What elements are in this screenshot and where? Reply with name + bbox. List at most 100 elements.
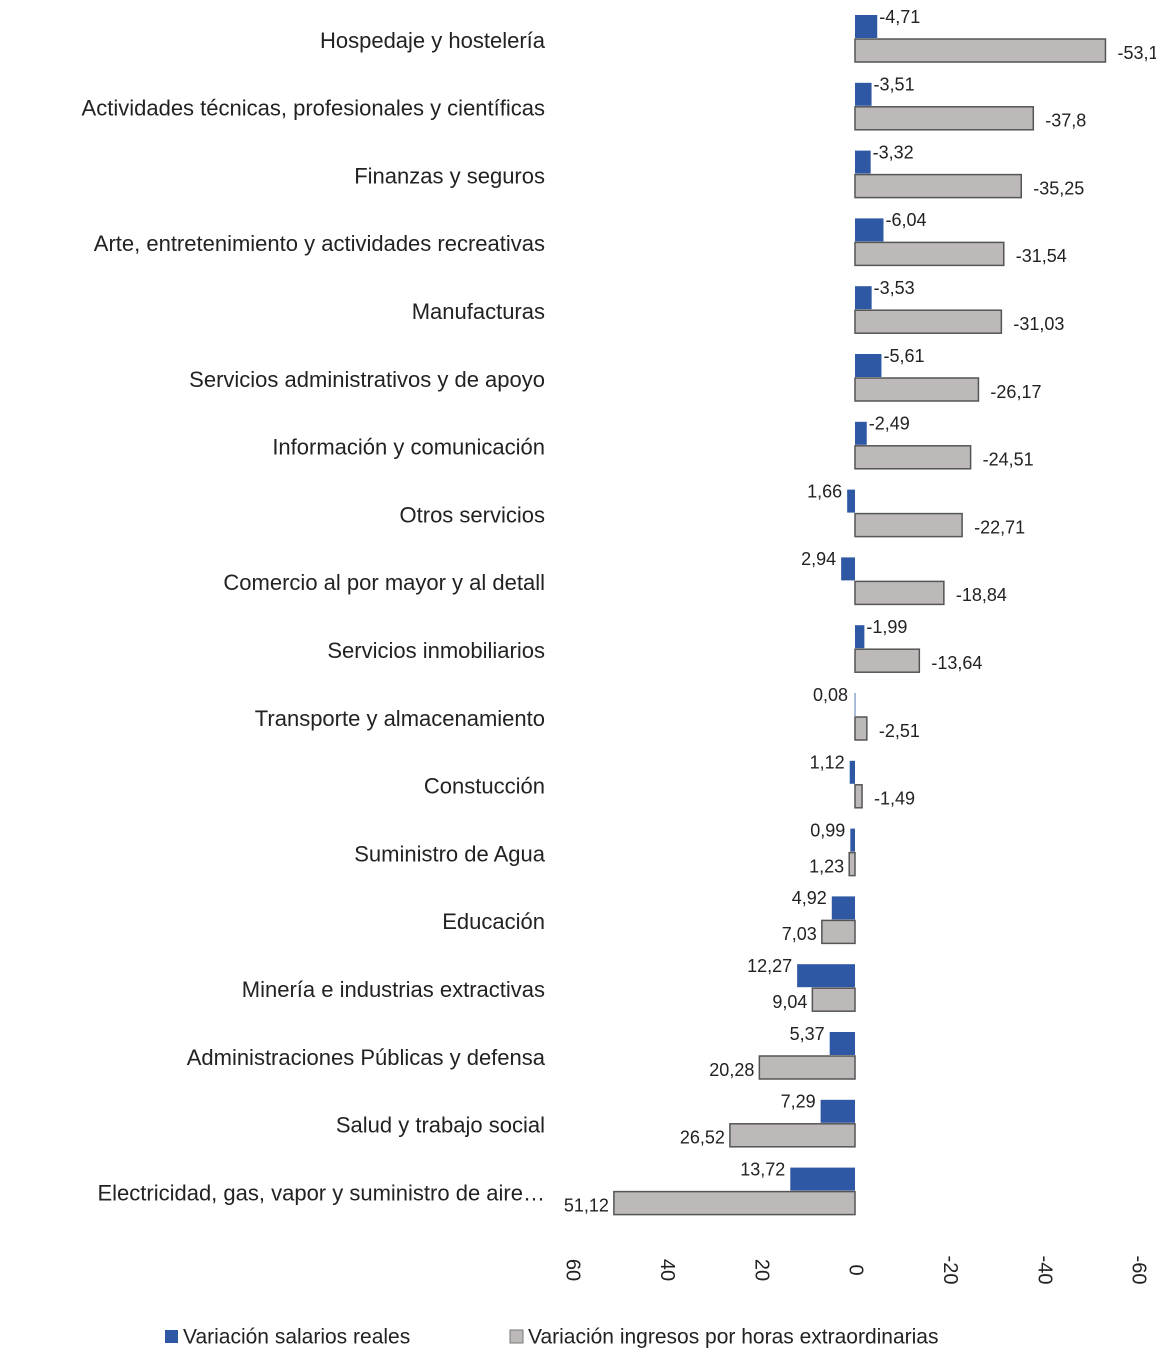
- bar: [854, 173, 1023, 199]
- bar: [831, 896, 855, 920]
- bar: [855, 150, 871, 174]
- bar: [855, 15, 878, 38]
- data-label: -24,51: [983, 450, 1034, 470]
- bar: [729, 1123, 856, 1148]
- bar: [821, 919, 856, 945]
- category-label: Electricidad, gas, vapor y suministro de…: [97, 1180, 545, 1205]
- bar: [790, 1167, 855, 1191]
- legend-swatch: [509, 1329, 524, 1344]
- data-label: -37,8: [1045, 111, 1086, 131]
- data-label: 20,28: [709, 1060, 754, 1080]
- category-label: Constucción: [424, 774, 545, 799]
- x-tick-label: -20: [939, 1256, 961, 1285]
- legend-label: Variación salarios reales: [183, 1326, 410, 1349]
- data-label: -35,25: [1033, 178, 1084, 198]
- data-label: -4,71: [879, 7, 920, 27]
- data-label: 4,92: [792, 888, 827, 908]
- category-label: Otros servicios: [400, 502, 545, 527]
- data-label: -31,54: [1016, 246, 1067, 266]
- bar: [848, 851, 856, 877]
- category-label: Finanzas y seguros: [354, 163, 545, 188]
- x-tick-label: 40: [656, 1259, 678, 1281]
- bar: [613, 1190, 856, 1216]
- data-label: -2,51: [879, 721, 920, 741]
- category-label: Hospedaje y hostelería: [320, 28, 546, 53]
- category-label: Suministro de Agua: [354, 841, 546, 866]
- bar: [855, 354, 882, 377]
- bar: [855, 218, 884, 242]
- x-tick-label: 60: [562, 1259, 584, 1281]
- data-label: 1,23: [809, 856, 844, 876]
- category-label: Educación: [442, 909, 545, 934]
- data-label: -1,99: [866, 617, 907, 637]
- bar: [854, 377, 980, 402]
- bar: [854, 580, 945, 606]
- bar: [854, 241, 1005, 267]
- data-label: 0,08: [813, 685, 848, 705]
- data-label: -13,64: [931, 653, 982, 673]
- category-label: Administraciones Públicas y defensa: [187, 1045, 546, 1070]
- category-label: Actividades técnicas, profesionales y ci…: [82, 96, 545, 121]
- data-label: -5,61: [883, 346, 924, 366]
- bar: [850, 828, 855, 852]
- data-label: -3,53: [874, 278, 915, 298]
- bar: [811, 987, 856, 1012]
- data-label: -26,17: [990, 382, 1041, 402]
- category-label: Salud y trabajo social: [336, 1113, 545, 1138]
- data-label: -1,49: [874, 789, 915, 809]
- data-label: -18,84: [956, 585, 1007, 605]
- data-label: 1,12: [810, 753, 845, 773]
- bar: [855, 421, 867, 445]
- data-label: 12,27: [747, 956, 792, 976]
- data-label: -22,71: [974, 517, 1025, 537]
- bar: [854, 38, 1107, 63]
- data-label: -53,1: [1117, 43, 1156, 63]
- category-label: Información y comunicación: [272, 435, 545, 460]
- category-label: Servicios inmobiliarios: [327, 638, 545, 663]
- data-label: 7,03: [782, 924, 817, 944]
- bar: [854, 648, 921, 673]
- bar: [854, 445, 972, 470]
- x-tick-label: 20: [750, 1259, 772, 1281]
- x-tick-label: -60: [1128, 1256, 1150, 1285]
- bar: [855, 625, 865, 649]
- legend-label: Variación ingresos por horas extraordina…: [528, 1326, 938, 1349]
- category-label: Transporte y almacenamiento: [255, 706, 545, 731]
- bar: [854, 693, 856, 716]
- data-label: -31,03: [1013, 314, 1064, 334]
- bar: [797, 964, 855, 988]
- bar: [847, 489, 855, 513]
- data-label: -6,04: [885, 210, 926, 230]
- bar: [758, 1055, 856, 1080]
- x-tick-label: 0: [845, 1264, 867, 1275]
- x-tick-label: -40: [1033, 1256, 1055, 1285]
- bar: [820, 1099, 855, 1123]
- category-label: Manufacturas: [412, 299, 545, 324]
- bar: [854, 106, 1035, 131]
- data-label: 7,29: [781, 1092, 816, 1112]
- legend-swatch: [165, 1330, 178, 1343]
- data-label: 0,99: [810, 820, 845, 840]
- category-label: Arte, entretenimiento y actividades recr…: [94, 231, 545, 256]
- bar: [841, 557, 855, 581]
- data-label: -3,51: [874, 75, 915, 95]
- category-label: Comercio al por mayor y al detall: [223, 570, 545, 595]
- data-label: 13,72: [740, 1159, 785, 1179]
- bar: [855, 286, 872, 310]
- bar: [854, 309, 1003, 334]
- data-label: -3,32: [873, 142, 914, 162]
- bar: [854, 716, 868, 741]
- bar: [854, 512, 963, 538]
- data-label: 5,37: [790, 1024, 825, 1044]
- bar: [849, 760, 855, 784]
- data-label: 26,52: [680, 1128, 725, 1148]
- bar: [829, 1032, 855, 1055]
- category-label: Minería e industrias extractivas: [242, 977, 545, 1002]
- data-label: 9,04: [772, 992, 807, 1012]
- bar: [855, 82, 872, 106]
- category-label: Servicios administrativos y de apoyo: [189, 367, 545, 392]
- data-label: 1,66: [807, 481, 842, 501]
- bar: [854, 784, 863, 809]
- data-label: -2,49: [869, 414, 910, 434]
